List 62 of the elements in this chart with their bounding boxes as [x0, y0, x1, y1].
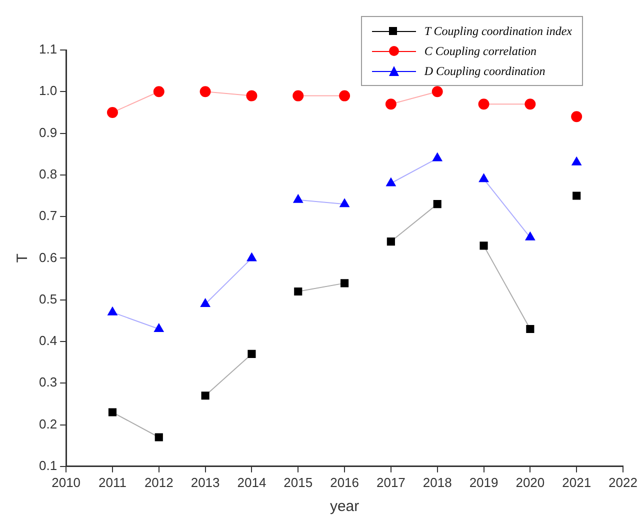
y-tick-label: 0.8: [38, 166, 58, 182]
point: [108, 306, 118, 316]
point: [433, 200, 442, 208]
point: [340, 198, 350, 208]
point: [200, 86, 211, 98]
y-axis-title: T: [14, 254, 32, 263]
x-tick-label: 2010: [52, 474, 81, 490]
x-tick-label: 2016: [330, 474, 359, 490]
point: [340, 279, 349, 288]
x-tick-label: 2011: [98, 474, 126, 490]
point: [153, 86, 164, 98]
x-tick-label: 2021: [562, 474, 592, 490]
legend-label: T Coupling coordination index: [424, 24, 572, 38]
point: [248, 350, 256, 358]
y-tick-label: 0.6: [38, 250, 58, 265]
y-tick-label: 1.0: [38, 83, 58, 98]
point: [293, 194, 303, 203]
point: [154, 433, 163, 442]
point: [246, 252, 257, 262]
point: [478, 98, 490, 110]
point: [294, 287, 302, 296]
y-tick-label: 0.3: [38, 374, 58, 390]
point: [201, 392, 210, 400]
point: [526, 324, 534, 334]
point: [386, 178, 396, 186]
x-tick-label: 2013: [190, 474, 220, 490]
point: [572, 156, 582, 166]
point: [432, 86, 443, 98]
point: [108, 408, 117, 416]
y-tick-label: 0.5: [38, 291, 58, 306]
y-tick-label: 1.1: [38, 42, 58, 57]
x-tick-label: 2012: [144, 474, 174, 490]
point: [154, 323, 164, 332]
point: [200, 298, 210, 308]
x-tick-label: 2017: [376, 474, 406, 490]
y-tick-label: 0.1: [38, 458, 58, 473]
point: [106, 106, 118, 118]
point: [525, 232, 536, 240]
point: [572, 192, 581, 200]
point: [478, 174, 489, 182]
point: [246, 90, 258, 102]
x-tick-label: 2015: [284, 474, 313, 490]
x-tick-label: 2014: [237, 474, 266, 490]
x-tick-label: 2018: [422, 474, 452, 490]
x-tick-label: 2022: [608, 474, 638, 490]
y-tick-label: 0.9: [38, 124, 58, 140]
point: [480, 242, 488, 250]
y-tick-label: 0.4: [38, 333, 58, 348]
x-tick-label: 2020: [516, 474, 545, 490]
point: [339, 90, 350, 102]
legend-label: C Coupling correlation: [424, 44, 537, 58]
y-tick-label: 0.2: [38, 416, 58, 432]
point: [524, 98, 536, 110]
x-tick-label: 2019: [469, 474, 498, 490]
y-tick-label: 0.7: [38, 208, 58, 224]
point: [432, 152, 442, 162]
point: [386, 238, 395, 246]
point: [385, 98, 396, 110]
x-axis-title: year: [330, 498, 360, 516]
legend-label: D Coupling coordination: [424, 64, 546, 78]
point: [292, 90, 304, 102]
point: [571, 111, 582, 122]
